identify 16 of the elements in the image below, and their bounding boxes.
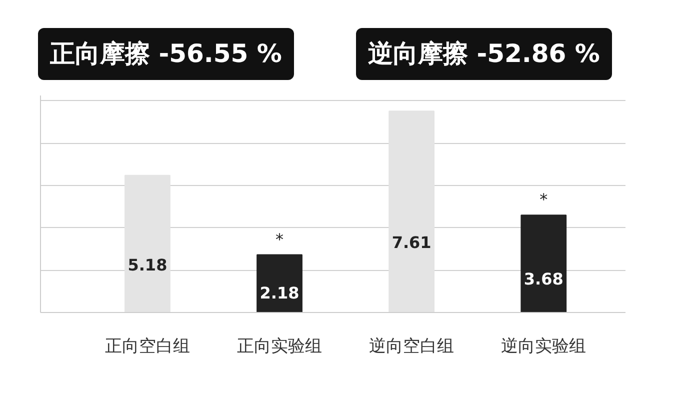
annotation: * — [276, 230, 284, 249]
x-tick-label: 正向空白组 — [104, 336, 190, 356]
x-tick-label: 逆向实验组 — [501, 336, 586, 356]
data-label: 3.68 — [524, 269, 564, 288]
bar — [124, 174, 170, 312]
x-tick-label: 正向实验组 — [237, 336, 322, 356]
data-label: 2.18 — [260, 283, 300, 302]
annotation: * — [540, 190, 548, 210]
bar — [256, 254, 302, 312]
data-label: 7.61 — [392, 233, 432, 252]
text: 正向摩擦 -56.55 % — [38, 28, 294, 80]
bar — [520, 214, 567, 312]
x-tick-label: 逆向空白组 — [369, 336, 454, 356]
data-label: 5.18 — [128, 256, 168, 275]
text: 逆向摩擦 -52.86 % — [356, 28, 612, 80]
bar — [388, 110, 435, 312]
